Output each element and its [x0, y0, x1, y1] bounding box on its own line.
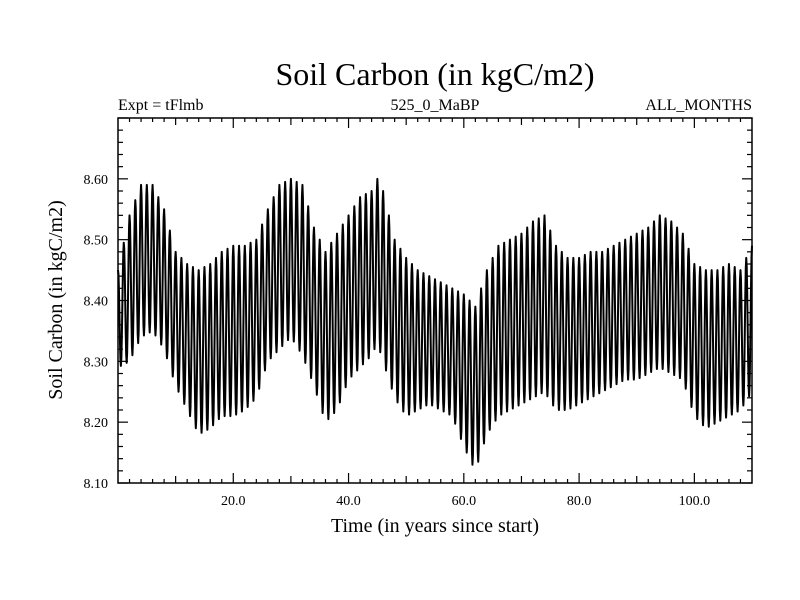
x-tick-label: 80.0: [567, 494, 592, 509]
plot-area: [117, 177, 753, 466]
x-tick-label: 100.0: [679, 494, 711, 509]
expt-label: Expt = tFlmb: [118, 97, 203, 114]
x-tick-label: 40.0: [336, 494, 361, 509]
data-series-line: [117, 177, 753, 466]
x-tick-label: 60.0: [452, 494, 477, 509]
y-tick-label: 8.30: [84, 355, 109, 370]
x-axis-label: Time (in years since start): [331, 515, 539, 537]
months-label: ALL_MONTHS: [645, 97, 752, 114]
x-tick-label: 20.0: [221, 494, 246, 509]
period-label: 525_0_MaBP: [391, 97, 480, 114]
y-axis: 8.10 8.20 8.30 8.40 8.50 8.60: [84, 117, 752, 492]
y-tick-label: 8.50: [84, 234, 109, 249]
y-tick-label: 8.60: [84, 173, 109, 188]
x-axis: 20.0 40.0 60.0 80.0 100.0: [128, 118, 742, 509]
y-tick-label: 8.10: [84, 477, 109, 492]
y-tick-label: 8.40: [84, 295, 109, 310]
chart-title: Soil Carbon (in kgC/m2): [275, 56, 594, 92]
y-tick-label: 8.20: [84, 416, 109, 431]
y-axis-label: Soil Carbon (in kgC/m2): [45, 200, 67, 399]
